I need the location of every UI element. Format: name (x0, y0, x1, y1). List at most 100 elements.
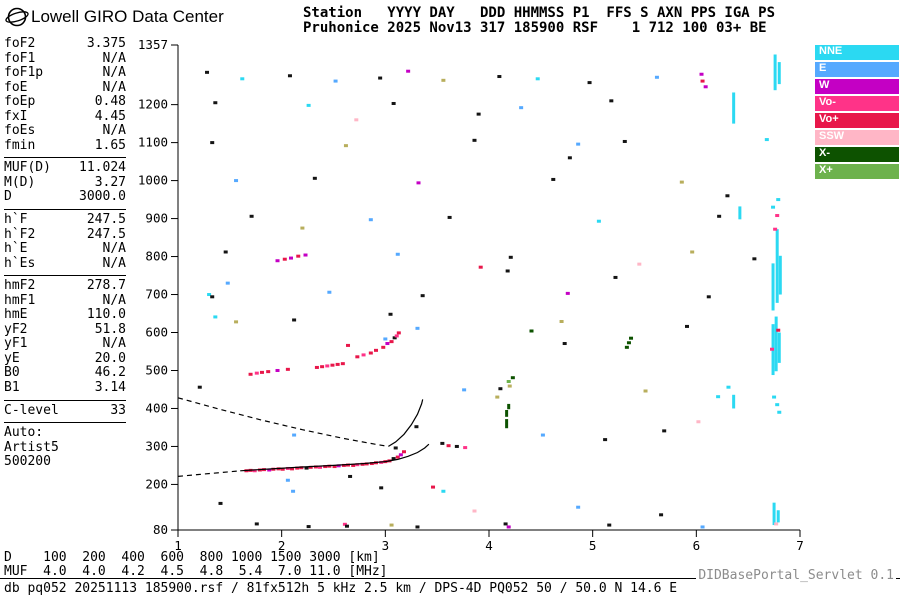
legend-item-ssw: SSW (815, 130, 899, 145)
param-group-divider (4, 422, 126, 424)
param-value: 46.2 (94, 365, 126, 381)
param-label: D (4, 189, 12, 205)
param-row-fof1p: foF1p N/A (4, 66, 126, 81)
legend-item-nne: NNE (815, 45, 899, 60)
param-label: M(D) (4, 174, 36, 190)
param-value: N/A (102, 79, 126, 95)
legend-item-vominus: Vo- (815, 96, 899, 111)
x-tick-label: 1 (174, 538, 182, 553)
param-value: N/A (102, 241, 126, 257)
param-label: h`F (4, 212, 28, 228)
param-value: 11.024 (79, 160, 126, 176)
param-row-c-level: C-level 33 (4, 402, 126, 419)
f-trace-asymptote-solid (388, 399, 424, 447)
legend-item-xplus: X+ (815, 164, 899, 179)
y-tick-label: 700 (145, 287, 168, 302)
param-row-ye: yE 20.0 (4, 350, 126, 367)
param-value: 278.7 (86, 278, 126, 294)
autoscaling-label: Artist5 (4, 439, 59, 455)
footer-divider (0, 578, 900, 579)
param-label: foF1p (4, 65, 44, 81)
echo-points (197, 69, 782, 529)
param-label: yF2 (4, 321, 28, 337)
y-tick-label: 500 (145, 362, 168, 377)
param-row-b0: B0 46.2 (4, 366, 126, 381)
y-tick-label: 200 (145, 476, 168, 491)
param-row-muf(d): MUF(D) 11.024 (4, 161, 126, 176)
param-value: N/A (102, 336, 126, 352)
param-label: C-level (4, 402, 59, 418)
y-tick-label: 400 (145, 400, 168, 415)
x-tick-label: 4 (485, 538, 493, 553)
fitted-f-trace-solid (240, 443, 430, 472)
extrapolated-trace-dashed (177, 470, 241, 477)
x-tick-label: 5 (589, 538, 597, 553)
muf-row: MUF 4.0 4.0 4.2 4.5 4.8 5.4 7.0 11.0 [MH… (4, 564, 388, 579)
param-value: N/A (102, 123, 126, 139)
param-row-b1: B1 3.14 (4, 380, 126, 396)
param-row-fxi: fxI 4.45 (4, 108, 126, 125)
param-value: 4.45 (94, 108, 126, 124)
param-row-hme: hmE 110.0 (4, 308, 126, 323)
param-row-hmf2: hmF2 278.7 (4, 279, 126, 294)
param-value: 33 (110, 402, 126, 418)
param-label: h`F2 (4, 226, 36, 242)
param-label: h`Es (4, 255, 36, 271)
trace-lines (177, 397, 430, 477)
autoscaling-label: Auto: (4, 425, 44, 441)
param-row-m(d): M(D) 3.27 (4, 174, 126, 191)
param-row-h`f: h`F 247.5 (4, 212, 126, 228)
param-row-hmf1: hmF1 N/A (4, 292, 126, 309)
param-group-divider (4, 209, 126, 211)
param-row-foe: foE N/A (4, 79, 126, 96)
y-tick-label: 1100 (138, 135, 168, 150)
y-tick-label: 80 (153, 522, 168, 537)
rfi-bars (505, 54, 782, 526)
param-value: 110.0 (86, 307, 126, 323)
param-value: 3.14 (94, 380, 126, 396)
y-tick-label: 800 (145, 249, 168, 264)
param-label: B0 (4, 365, 20, 381)
param-value: N/A (102, 255, 126, 271)
y-tick-label: 600 (145, 325, 168, 340)
param-value: 0.48 (94, 94, 126, 110)
param-value: N/A (102, 65, 126, 81)
param-label: foF2 (4, 36, 36, 51)
param-label: hmE (4, 307, 28, 323)
x-tick-label: 7 (796, 538, 804, 553)
param-row-fmin: fmin 1.65 (4, 138, 126, 154)
param-label: foEs (4, 123, 36, 139)
param-value: 20.0 (94, 350, 126, 366)
record-status-line: db pq052 20251113 185900.rsf / 81fx512h … (4, 581, 678, 596)
param-value: 247.5 (86, 212, 126, 228)
servlet-version-label: DIDBasePortal_Servlet 0.1 (696, 568, 896, 583)
y-tick-label: 300 (145, 438, 168, 453)
param-label: MUF(D) (4, 160, 51, 176)
param-label: hmF1 (4, 292, 36, 308)
param-row-yf2: yF2 51.8 (4, 321, 126, 338)
param-row-foep: foEp 0.48 (4, 95, 126, 110)
param-value: 3000.0 (79, 189, 126, 205)
legend-item-w: W (815, 79, 899, 94)
param-group-divider (4, 399, 126, 401)
echo-direction-legend: NNE E W Vo- Vo+ SSW X- X+ (815, 45, 899, 181)
param-label: fxI (4, 108, 28, 124)
x-tick-label: 2 (278, 538, 286, 553)
param-label: hmF2 (4, 278, 36, 294)
param-row-foes: foEs N/A (4, 124, 126, 139)
param-row-h`f2: h`F2 247.5 (4, 226, 126, 243)
x-tick-label: 3 (382, 538, 390, 553)
param-value: 247.5 (86, 226, 126, 242)
y-tick-label: 1357 (138, 37, 168, 52)
param-row-fof1: foF1 N/A (4, 51, 126, 67)
distance-row: D 100 200 400 600 800 1000 1500 3000 [km… (4, 550, 380, 565)
transmission-curve-dashed (177, 397, 389, 447)
legend-item-voplus: Vo+ (815, 113, 899, 128)
param-row-d: D 3000.0 (4, 190, 126, 205)
param-label: yE (4, 350, 20, 366)
param-row-h`es: h`Es N/A (4, 255, 126, 272)
param-value: 3.375 (86, 36, 126, 51)
param-group-divider (4, 275, 126, 277)
station-header-line1: Station YYYY DAY DDD HHMMSS P1 FFS S AXN… (303, 5, 776, 21)
param-value: 51.8 (94, 321, 126, 337)
